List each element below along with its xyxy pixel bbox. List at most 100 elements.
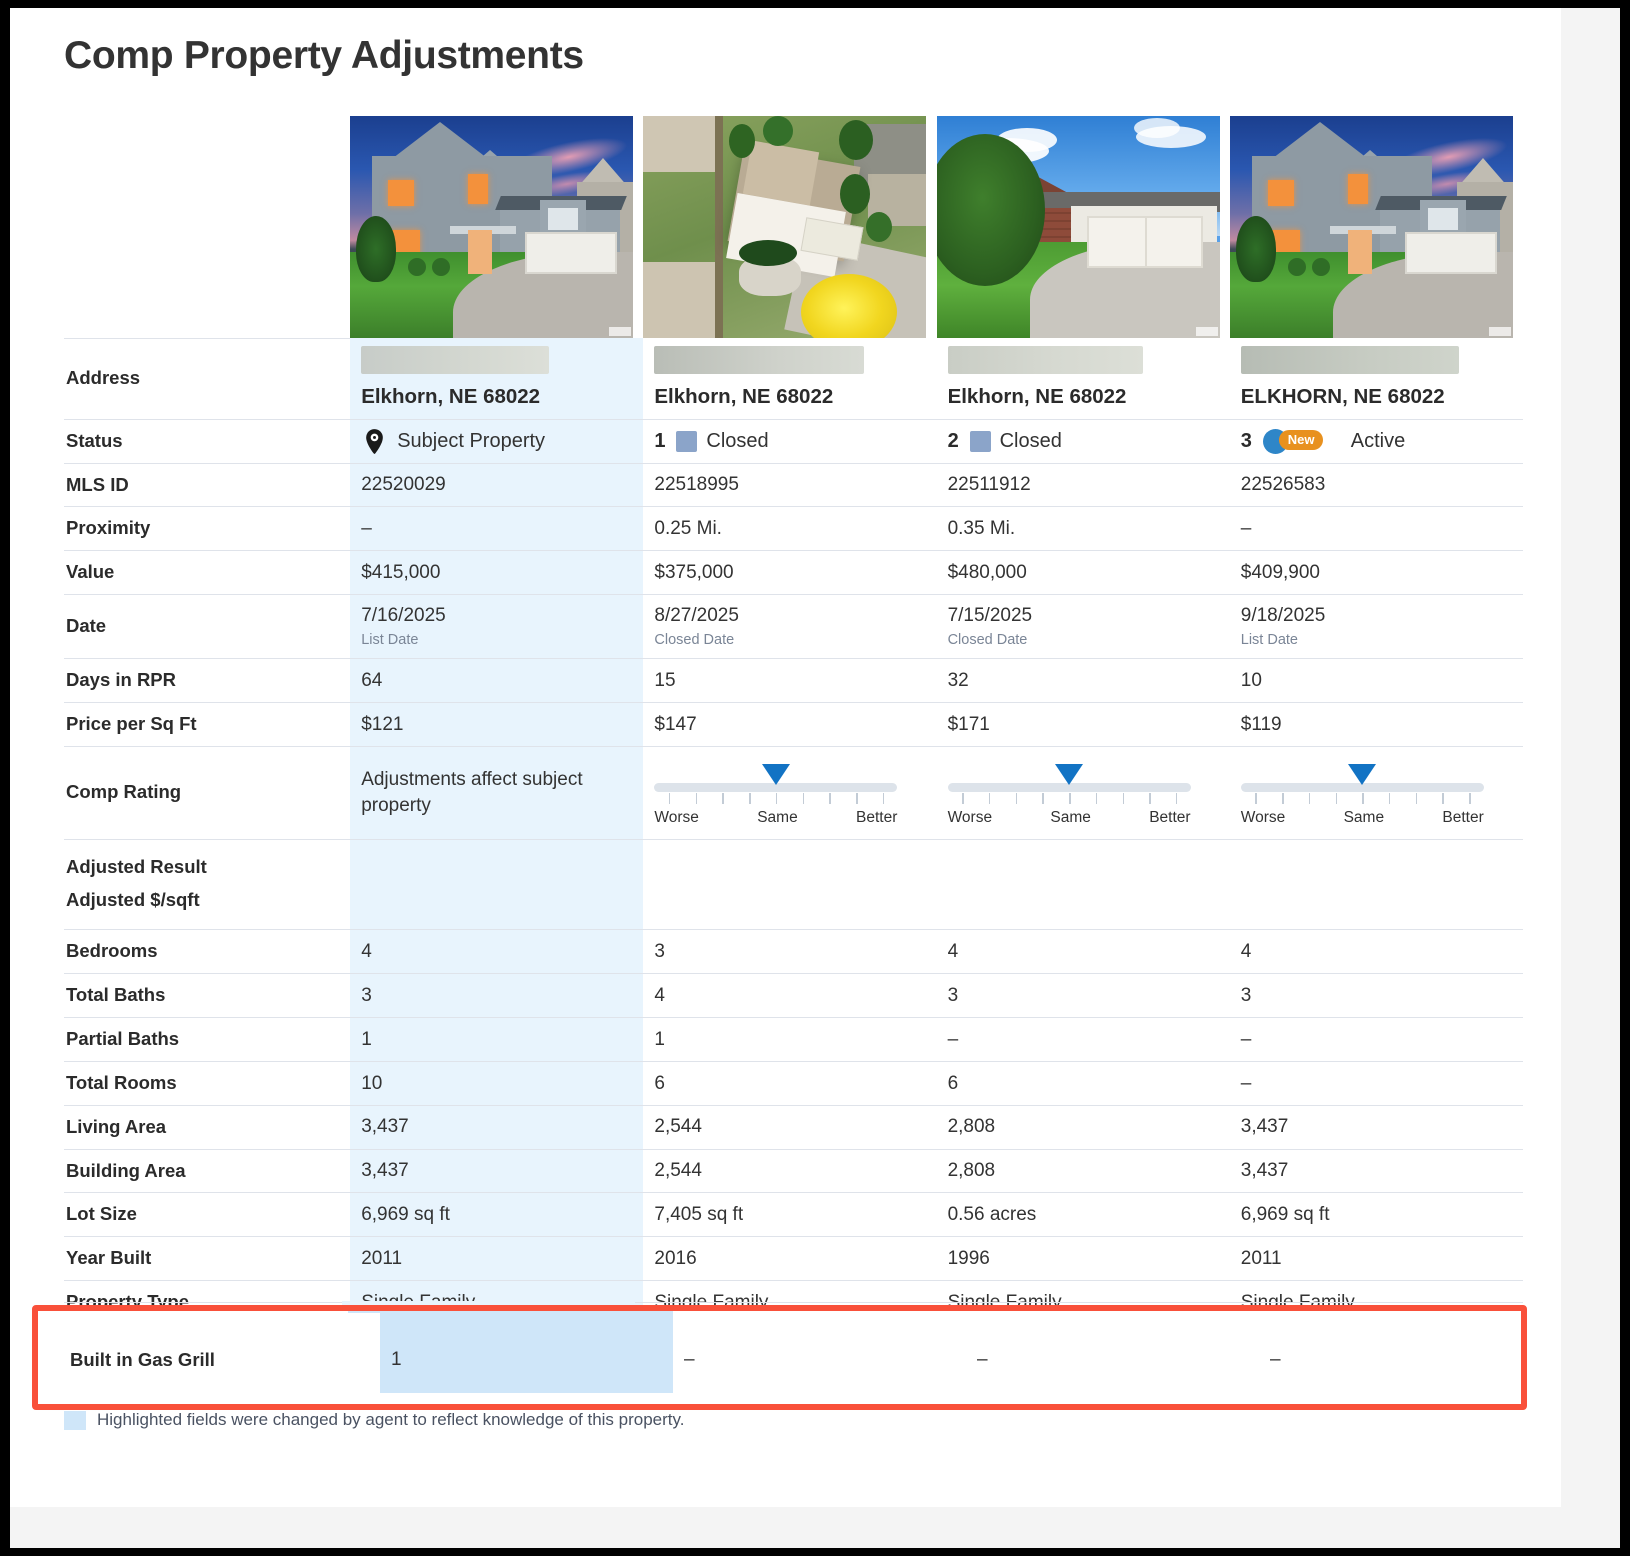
date-subject: 7/16/2025 List Date bbox=[350, 594, 644, 659]
row-label-adjusted-per-sqft-text: Adjusted $/sqft bbox=[66, 888, 200, 910]
date-value: 9/18/2025 bbox=[1240, 605, 1326, 627]
living-area-comp-3: 3,437 bbox=[1229, 1104, 1523, 1150]
front-door-shape bbox=[468, 230, 493, 274]
status-badge: New bbox=[1278, 430, 1324, 451]
date-value: 8/27/2025 bbox=[654, 605, 739, 627]
new-listing-indicator: New bbox=[1262, 428, 1333, 455]
redacted-address-bar bbox=[947, 346, 1143, 374]
date-sublabel: Closed Date bbox=[947, 631, 1028, 648]
comp-rating-slider[interactable]: Worse Same Better bbox=[654, 755, 898, 831]
lit-window-shape bbox=[1267, 180, 1294, 206]
slider-labels: Worse Same Better bbox=[948, 808, 1191, 829]
table-row-comp-rating: Comp Rating Adjustments affect subject p… bbox=[64, 745, 1523, 840]
comp-rating-slider[interactable]: Worse Same Better bbox=[1240, 755, 1484, 831]
address-text: Elkhorn, NE 68022 bbox=[947, 385, 1127, 408]
value-comp-2: $480,000 bbox=[936, 550, 1230, 595]
row-label-status: Status bbox=[64, 418, 351, 464]
comp-rating-comp-3[interactable]: Worse Same Better bbox=[1229, 745, 1523, 840]
living-area-comp-1: 2,544 bbox=[643, 1104, 937, 1150]
table-row-price-per-sqft: Price per Sq Ft $121 $147 $171 $119 bbox=[64, 702, 1523, 747]
status-cell-comp-1: 1 Closed bbox=[643, 418, 937, 464]
table-row-total-baths: Total Baths 3 4 3 3 bbox=[64, 973, 1523, 1018]
days-in-rpr-comp-3: 10 bbox=[1229, 658, 1523, 703]
mls-id-comp-3: 22526583 bbox=[1229, 462, 1523, 507]
slider-track[interactable] bbox=[1240, 763, 1484, 792]
shrub-shape bbox=[739, 240, 798, 266]
built-in-gas-grill-comp-2: – bbox=[977, 1349, 988, 1370]
comp-rating-comp-1[interactable]: Worse Same Better bbox=[643, 745, 937, 840]
status-cell-comp-2: 2 Closed bbox=[936, 418, 1230, 464]
slider-pointer-icon[interactable] bbox=[1348, 763, 1377, 785]
lot-size-comp-1: 7,405 sq ft bbox=[643, 1192, 937, 1237]
photo-row bbox=[64, 116, 1523, 339]
living-area-comp-2: 2,808 bbox=[936, 1104, 1230, 1150]
proximity-comp-2: 0.35 Mi. bbox=[936, 506, 1230, 551]
photo-cell-subject[interactable] bbox=[350, 116, 643, 338]
property-photo-comp-1[interactable] bbox=[643, 116, 927, 338]
photo-cell-comp-2[interactable] bbox=[936, 116, 1230, 338]
slider-label-same: Same bbox=[1343, 808, 1385, 826]
row-label-building-area: Building Area bbox=[64, 1148, 351, 1193]
comp-adjustments-table: Address Elkhorn, NE 68022 Elkhorn, NE 68… bbox=[64, 116, 1523, 1324]
table-row-building-area: Building Area 3,437 2,544 2,808 3,437 bbox=[64, 1148, 1523, 1193]
slider-label-worse: Worse bbox=[1240, 808, 1286, 826]
partial-baths-comp-1: 1 bbox=[643, 1017, 937, 1062]
tree-shape bbox=[866, 212, 893, 242]
property-photo-subject[interactable] bbox=[350, 116, 634, 338]
bedrooms-subject: 4 bbox=[350, 929, 644, 974]
annotation-highlight-box: Built in Gas Grill 1 – – – bbox=[32, 1305, 1527, 1410]
date-comp-1: 8/27/2025 Closed Date bbox=[643, 594, 937, 659]
photo-watermark bbox=[1488, 327, 1511, 336]
slider-label-same: Same bbox=[1050, 808, 1091, 826]
comp-rating-slider[interactable]: Worse Same Better bbox=[947, 755, 1191, 831]
living-area-subject: 3,437 bbox=[350, 1104, 644, 1150]
table-row-built-in-gas-grill: Built in Gas Grill 1 – – – bbox=[70, 1311, 1521, 1393]
value-subject: $415,000 bbox=[350, 550, 644, 595]
property-photo-comp-3[interactable] bbox=[1229, 116, 1513, 338]
value-comp-3: $409,900 bbox=[1229, 550, 1523, 595]
row-label-partial-baths: Partial Baths bbox=[64, 1017, 351, 1062]
slider-label-worse: Worse bbox=[947, 808, 993, 826]
status-label: Active bbox=[1350, 429, 1406, 452]
tree-shape bbox=[356, 216, 397, 282]
date-sublabel: Closed Date bbox=[654, 631, 735, 648]
photo-cell-comp-1[interactable] bbox=[643, 116, 936, 338]
photo-cell-comp-3[interactable] bbox=[1229, 116, 1523, 338]
year-built-subject: 2011 bbox=[350, 1236, 644, 1281]
table-row-proximity: Proximity – 0.25 Mi. 0.35 Mi. – bbox=[64, 506, 1523, 551]
built-in-gas-grill-comp-3: – bbox=[1270, 1349, 1281, 1370]
comp-number: 2 bbox=[947, 429, 959, 452]
days-in-rpr-comp-1: 15 bbox=[643, 658, 937, 703]
slider-label-same: Same bbox=[757, 808, 798, 826]
slider-pointer-icon[interactable] bbox=[1055, 763, 1084, 785]
comp-rating-comp-2[interactable]: Worse Same Better bbox=[936, 745, 1230, 840]
page-gutter-bottom bbox=[10, 1507, 1561, 1548]
table-row-days-in-rpr: Days in RPR 64 15 32 10 bbox=[64, 658, 1523, 703]
adjusted-result-comp-2 bbox=[936, 838, 1230, 930]
slider-label-better: Better bbox=[1442, 808, 1484, 826]
page-gutter-right bbox=[1561, 8, 1620, 1548]
table-row-living-area: Living Area 3,437 2,544 2,808 3,437 bbox=[64, 1104, 1523, 1150]
tree-shape bbox=[936, 134, 1045, 286]
row-label-address: Address bbox=[64, 338, 351, 420]
date-comp-3: 9/18/2025 List Date bbox=[1229, 594, 1523, 659]
price-per-sqft-subject: $121 bbox=[350, 702, 644, 747]
total-rooms-comp-3: – bbox=[1229, 1060, 1523, 1106]
property-photo-comp-2[interactable] bbox=[936, 116, 1220, 338]
year-built-comp-3: 2011 bbox=[1229, 1236, 1523, 1281]
slider-label-worse: Worse bbox=[654, 808, 699, 826]
price-per-sqft-comp-3: $119 bbox=[1229, 702, 1523, 747]
slider-pointer-icon[interactable] bbox=[761, 763, 790, 785]
days-in-rpr-subject: 64 bbox=[350, 658, 644, 703]
proximity-comp-1: 0.25 Mi. bbox=[643, 506, 937, 551]
tree-shape bbox=[1235, 216, 1276, 282]
row-label-built-in-gas-grill: Built in Gas Grill bbox=[70, 1349, 215, 1370]
page-title: Comp Property Adjustments bbox=[64, 34, 584, 77]
mls-id-comp-1: 22518995 bbox=[643, 462, 937, 507]
comp-number: 3 bbox=[1240, 429, 1252, 452]
row-label-date: Date bbox=[64, 594, 351, 659]
address-cell-comp-2: Elkhorn, NE 68022 bbox=[937, 338, 1230, 419]
fence-shape bbox=[715, 116, 724, 338]
slider-track[interactable] bbox=[654, 763, 898, 792]
slider-track[interactable] bbox=[947, 763, 1191, 792]
